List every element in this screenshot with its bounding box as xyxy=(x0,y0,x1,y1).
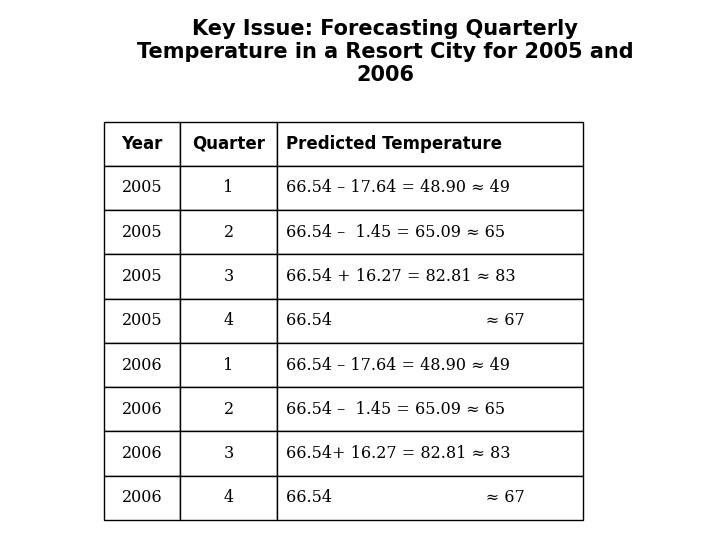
Bar xyxy=(104,343,180,387)
Text: Year: Year xyxy=(122,134,163,153)
Bar xyxy=(104,476,180,520)
Text: Quarter: Quarter xyxy=(192,134,265,153)
Text: 66.54                              ≈ 67: 66.54 ≈ 67 xyxy=(286,312,525,329)
Text: 2006: 2006 xyxy=(122,489,163,507)
Text: 1: 1 xyxy=(223,356,234,374)
Text: 2005: 2005 xyxy=(122,268,163,285)
Text: 66.54 + 16.27 = 82.81 ≈ 83: 66.54 + 16.27 = 82.81 ≈ 83 xyxy=(286,268,516,285)
Text: Key Issue: Forecasting Quarterly
Temperature in a Resort City for 2005 and
2006: Key Issue: Forecasting Quarterly Tempera… xyxy=(137,19,634,85)
Text: 66.54 – 17.64 = 48.90 ≈ 49: 66.54 – 17.64 = 48.90 ≈ 49 xyxy=(286,356,510,374)
Bar xyxy=(180,387,277,431)
Bar xyxy=(180,343,277,387)
Bar xyxy=(277,343,583,387)
Text: 66.54 –  1.45 = 65.09 ≈ 65: 66.54 – 1.45 = 65.09 ≈ 65 xyxy=(286,224,505,241)
Bar xyxy=(104,299,180,343)
Bar xyxy=(277,254,583,299)
Bar xyxy=(277,210,583,254)
Text: 1: 1 xyxy=(223,179,234,197)
Bar xyxy=(277,387,583,431)
Bar xyxy=(277,476,583,520)
Text: 4: 4 xyxy=(223,489,234,507)
Text: 66.54                              ≈ 67: 66.54 ≈ 67 xyxy=(286,489,525,507)
Bar xyxy=(277,166,583,210)
Text: 2005: 2005 xyxy=(122,179,163,197)
Bar xyxy=(104,210,180,254)
Bar xyxy=(180,166,277,210)
Text: 66.54 – 17.64 = 48.90 ≈ 49: 66.54 – 17.64 = 48.90 ≈ 49 xyxy=(286,179,510,197)
Bar xyxy=(180,476,277,520)
Text: 2006: 2006 xyxy=(122,445,163,462)
Text: 3: 3 xyxy=(223,268,234,285)
Bar xyxy=(180,254,277,299)
Bar xyxy=(277,122,583,166)
Bar xyxy=(180,210,277,254)
Text: Predicted Temperature: Predicted Temperature xyxy=(286,134,502,153)
Text: 2006: 2006 xyxy=(122,356,163,374)
Bar xyxy=(180,122,277,166)
Bar xyxy=(180,431,277,476)
Bar xyxy=(104,431,180,476)
Text: 2005: 2005 xyxy=(122,224,163,241)
Bar xyxy=(104,122,180,166)
Bar xyxy=(104,387,180,431)
Text: 66.54+ 16.27 = 82.81 ≈ 83: 66.54+ 16.27 = 82.81 ≈ 83 xyxy=(286,445,510,462)
Bar xyxy=(277,431,583,476)
Bar xyxy=(104,166,180,210)
Text: 2: 2 xyxy=(223,401,234,418)
Bar xyxy=(277,299,583,343)
Text: 2006: 2006 xyxy=(122,401,163,418)
Bar xyxy=(180,299,277,343)
Text: 3: 3 xyxy=(223,445,234,462)
Text: 66.54 –  1.45 = 65.09 ≈ 65: 66.54 – 1.45 = 65.09 ≈ 65 xyxy=(286,401,505,418)
Text: 2005: 2005 xyxy=(122,312,163,329)
Text: 2: 2 xyxy=(223,224,234,241)
Bar xyxy=(104,254,180,299)
Text: 4: 4 xyxy=(223,312,234,329)
